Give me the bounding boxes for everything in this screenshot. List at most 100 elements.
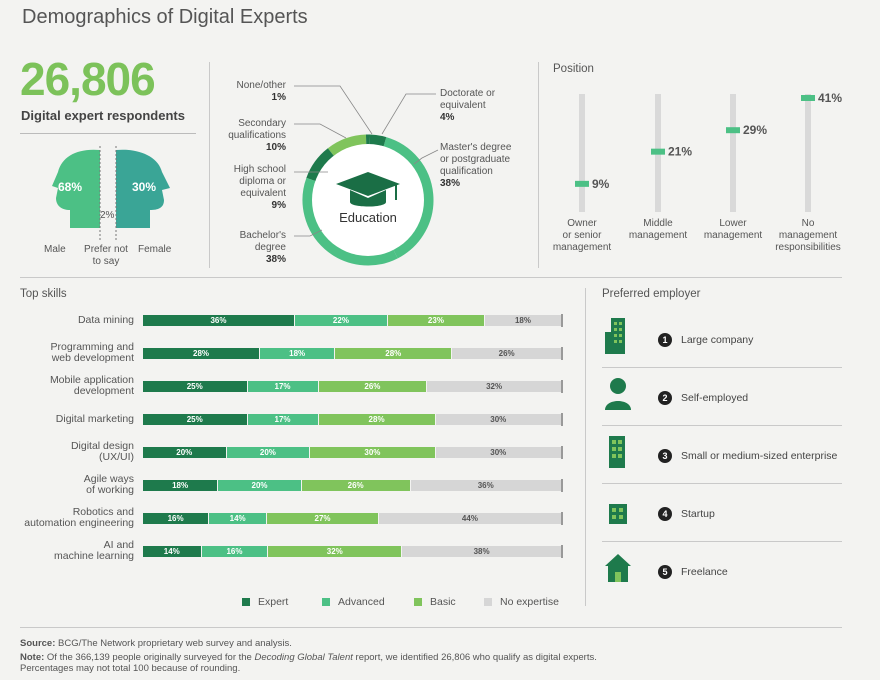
bar-end-cap bbox=[561, 347, 563, 360]
bar-end-cap bbox=[561, 314, 563, 327]
skill-bar-segment: 22% bbox=[295, 315, 387, 326]
education-donut bbox=[302, 134, 434, 266]
skill-bar-segment: 20% bbox=[218, 480, 301, 491]
skill-bar-segment: 20% bbox=[143, 447, 226, 458]
skill-bar-segment: 16% bbox=[143, 513, 209, 524]
skill-label: Programming and web development bbox=[50, 341, 134, 364]
position-value: 41% bbox=[818, 91, 842, 105]
position-marker bbox=[726, 127, 740, 134]
skill-label: Digital marketing bbox=[55, 413, 134, 425]
divider bbox=[602, 541, 842, 542]
legend-swatch bbox=[414, 598, 422, 607]
male-head-icon bbox=[52, 149, 100, 228]
divider bbox=[602, 483, 842, 484]
edu-none: None/other 1% bbox=[236, 80, 286, 103]
skill-bar-segment: 16% bbox=[201, 546, 268, 557]
skill-bar-segment: 26% bbox=[318, 381, 427, 392]
female-head-icon bbox=[116, 149, 170, 228]
skill-label: Data mining bbox=[77, 314, 134, 326]
skill-bar-segment: 23% bbox=[387, 315, 484, 326]
edu-highschool: High school diploma or equivalent 9% bbox=[233, 164, 286, 211]
skill-bar-segment: 38% bbox=[402, 546, 561, 557]
bar-end-cap bbox=[561, 380, 563, 393]
rank-badge: 5 bbox=[658, 565, 672, 579]
position-value: 29% bbox=[743, 123, 767, 137]
divider bbox=[20, 627, 842, 628]
bar-end-cap bbox=[561, 446, 563, 459]
prefer-label: Prefer not to say bbox=[84, 244, 128, 267]
skill-bar-segment: 25% bbox=[143, 381, 247, 392]
legend-advanced: Advanced bbox=[322, 596, 385, 608]
position-category-label: Middle management bbox=[628, 218, 688, 241]
skill-bar-segment: 17% bbox=[247, 381, 318, 392]
skill-bar-segment: 26% bbox=[301, 480, 410, 491]
small-building-icon bbox=[609, 504, 627, 524]
divider bbox=[602, 425, 842, 426]
skill-bar-segment: 28% bbox=[318, 414, 435, 425]
skill-bar-segment: 30% bbox=[435, 414, 561, 425]
position-value: 9% bbox=[592, 177, 610, 191]
position-marker bbox=[801, 95, 815, 101]
skill-bar-segment: 20% bbox=[226, 447, 310, 458]
skill-bar-segment: 44% bbox=[378, 513, 561, 524]
bar-end-cap bbox=[561, 512, 563, 525]
position-category-label: Owner or senior management bbox=[552, 218, 612, 253]
preferred-employer-label: Preferred employer bbox=[602, 288, 701, 300]
legend-no-expertise: No expertise bbox=[484, 596, 559, 608]
position-track bbox=[805, 94, 811, 212]
edu-doctorate: Doctorate or equivalent 4% bbox=[440, 88, 496, 123]
skill-label: Digital design (UX/UI) bbox=[70, 440, 134, 463]
employer-name: Self-employed bbox=[681, 392, 749, 404]
skill-bar-segment: 18% bbox=[260, 348, 335, 359]
skill-bar-segment: 26% bbox=[452, 348, 561, 359]
divider bbox=[209, 62, 210, 268]
prefer-pct: 2% bbox=[100, 210, 115, 221]
position-label: Position bbox=[553, 63, 594, 75]
rank-badge: 4 bbox=[658, 507, 672, 521]
rank-badge: 1 bbox=[658, 333, 672, 347]
respondent-label: Digital expert respondents bbox=[21, 108, 185, 123]
skill-label: Agile ways of working bbox=[83, 473, 134, 496]
skill-label: Mobile application development bbox=[49, 374, 134, 397]
education-center-label: Education bbox=[339, 210, 397, 225]
edu-secondary: Secondary qualifications 10% bbox=[228, 118, 286, 153]
legend-swatch bbox=[242, 598, 250, 607]
medium-building-icon bbox=[609, 436, 625, 468]
divider bbox=[602, 367, 842, 368]
skill-bar-segment: 25% bbox=[143, 414, 247, 425]
divider bbox=[538, 62, 539, 268]
edu-master: Master's degree or postgraduate qualificat… bbox=[440, 142, 512, 189]
footnote: Note: Of the 366,139 people originally s… bbox=[20, 652, 597, 674]
donut-segment bbox=[306, 148, 335, 182]
mortarboard-icon bbox=[336, 172, 400, 207]
skill-bar-segment: 30% bbox=[435, 447, 561, 458]
legend-expert: Expert bbox=[242, 596, 288, 608]
rank-badge: 3 bbox=[658, 449, 672, 463]
position-marker bbox=[575, 180, 589, 187]
employer-name: Startup bbox=[681, 508, 715, 520]
skill-bar-segment: 18% bbox=[485, 315, 561, 326]
skill-bar-segment: 14% bbox=[143, 546, 201, 557]
rank-badge: 2 bbox=[658, 391, 672, 405]
house-icon bbox=[605, 554, 631, 582]
female-pct: 30% bbox=[132, 180, 157, 194]
position-category-label: No management responsibilities bbox=[775, 218, 841, 253]
skill-bar-segment: 17% bbox=[247, 414, 318, 425]
donut-segment bbox=[369, 134, 387, 148]
divider bbox=[20, 133, 196, 134]
employer-name: Freelance bbox=[681, 566, 728, 578]
donut-segment bbox=[302, 177, 398, 266]
legend-swatch bbox=[322, 598, 330, 607]
skill-bar-segment: 18% bbox=[143, 480, 218, 491]
position-track bbox=[579, 94, 585, 212]
legend-basic: Basic bbox=[414, 596, 456, 608]
respondent-count: 26,806 bbox=[20, 53, 156, 105]
person-icon bbox=[605, 378, 631, 410]
male-pct: 68% bbox=[58, 180, 83, 194]
bar-end-cap bbox=[561, 413, 563, 426]
donut-segment bbox=[327, 134, 367, 158]
employer-name: Large company bbox=[681, 334, 754, 346]
bar-end-cap bbox=[561, 479, 563, 492]
edu-bachelor: Bachelor's degree 38% bbox=[239, 230, 286, 265]
male-label: Male bbox=[44, 244, 66, 255]
